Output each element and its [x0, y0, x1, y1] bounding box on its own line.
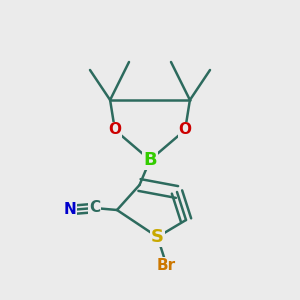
Text: O: O [108, 122, 122, 137]
Text: O: O [178, 122, 192, 137]
Text: Br: Br [157, 257, 176, 272]
Text: S: S [151, 228, 164, 246]
Text: B: B [143, 151, 157, 169]
Text: N: N [64, 202, 76, 217]
Text: C: C [89, 200, 100, 215]
